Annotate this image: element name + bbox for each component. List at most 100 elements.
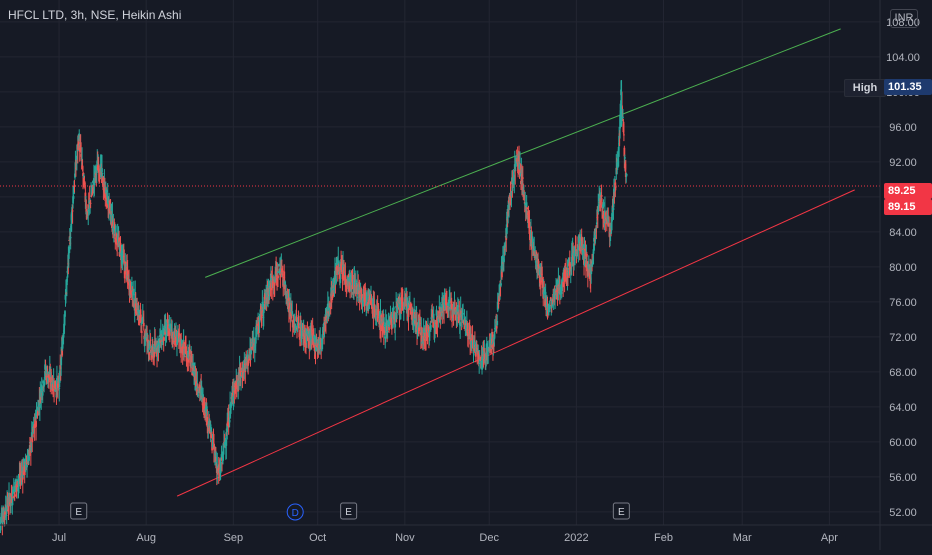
candle-body (539, 275, 541, 283)
candle-body (402, 311, 405, 313)
candle-body (85, 208, 88, 212)
candle-body (26, 464, 28, 468)
candle-body (162, 328, 165, 335)
candle-body (614, 186, 617, 188)
candle-body (81, 158, 83, 160)
candle-body (426, 334, 429, 336)
candle-body (623, 147, 626, 157)
candle-body (526, 207, 529, 210)
candle-body (275, 269, 278, 271)
upper-channel-line[interactable] (205, 28, 841, 278)
candle-body (429, 325, 432, 330)
candle-body (314, 335, 316, 343)
candle-body (432, 321, 435, 328)
price-tick-label: 56.00 (889, 472, 917, 484)
candle-body (579, 237, 582, 242)
earnings-marker[interactable] (70, 502, 88, 520)
symbol-legend[interactable]: HFCL LTD, 3h, NSE, Heikin Ashi (8, 8, 182, 22)
currency-badge[interactable]: INR (890, 9, 918, 28)
candle-body (561, 277, 564, 281)
candle-body (487, 350, 490, 352)
candle-body (101, 172, 104, 174)
candle-body (71, 210, 74, 212)
time-axis[interactable]: Jul Aug Sep Oct Nov Dec 2022 Feb Mar Apr (0, 524, 932, 544)
candle-body (294, 325, 297, 331)
candle-body (149, 339, 152, 341)
candle-body (381, 328, 384, 333)
candle-body (116, 241, 119, 246)
earnings-marker[interactable] (612, 502, 630, 520)
candle-body (204, 410, 206, 412)
candle-body (34, 423, 37, 425)
candle-body (90, 195, 93, 197)
candle-body (114, 240, 117, 243)
candle-body (432, 313, 435, 322)
candle-body (56, 383, 59, 388)
candle-body (67, 246, 70, 259)
candle-body (260, 315, 263, 317)
candle-body (112, 228, 115, 231)
candle-body (148, 348, 150, 351)
candle-body (1, 521, 4, 523)
time-tick-label: Nov (395, 532, 415, 544)
candle-body (595, 222, 598, 225)
candle-body (622, 116, 624, 118)
candle-body (262, 303, 265, 314)
candle-body (288, 302, 291, 309)
candle-body (392, 313, 395, 315)
candle-body (336, 258, 339, 265)
candle-body (33, 423, 36, 428)
candle-body (50, 376, 53, 387)
price-tick-label: 96.00 (889, 122, 917, 134)
candle-body (438, 307, 441, 314)
candle-body (142, 322, 145, 327)
candles (0, 80, 628, 536)
price-tick-label: 60.00 (889, 437, 917, 449)
candle-body (495, 325, 498, 329)
candle-body (12, 497, 15, 499)
candle-body (471, 335, 474, 341)
candle-body (524, 203, 527, 206)
candle-body (321, 335, 324, 339)
candle-body (525, 202, 528, 209)
candle-body (210, 431, 213, 438)
price-tick-label: 84.00 (889, 227, 917, 239)
candle-body (251, 347, 253, 349)
candle-body (130, 289, 132, 295)
trend-channel[interactable] (176, 28, 855, 497)
candle-body (58, 387, 61, 389)
dividend-marker[interactable] (286, 503, 304, 521)
candle-body (458, 314, 461, 324)
candle-body (124, 261, 127, 264)
candle-body (470, 341, 473, 345)
candle-body (470, 337, 473, 342)
candle-body (239, 372, 242, 379)
candle-body (622, 134, 625, 136)
candle-body (574, 249, 576, 253)
price-tick-label: 64.00 (889, 402, 917, 414)
candle-body (94, 166, 97, 171)
candle-body (572, 255, 575, 261)
candle-body (394, 313, 397, 322)
candle-body (392, 307, 395, 310)
candle-body (564, 275, 566, 277)
candle-body (335, 265, 338, 270)
candle-body (401, 302, 404, 304)
candle-body (96, 165, 99, 171)
candle-body (277, 275, 279, 279)
candle-body (284, 281, 287, 285)
candle-body (478, 359, 481, 362)
candle-body (625, 174, 628, 176)
candle-body (291, 311, 294, 315)
price-tick-label: 108.00 (886, 17, 920, 29)
lower-channel-line[interactable] (176, 189, 855, 497)
candle-body (167, 323, 169, 329)
candle-body (274, 278, 277, 282)
earnings-marker[interactable] (340, 502, 358, 520)
candle-body (191, 370, 194, 374)
candle-body (232, 392, 234, 398)
candle-body (338, 274, 341, 279)
